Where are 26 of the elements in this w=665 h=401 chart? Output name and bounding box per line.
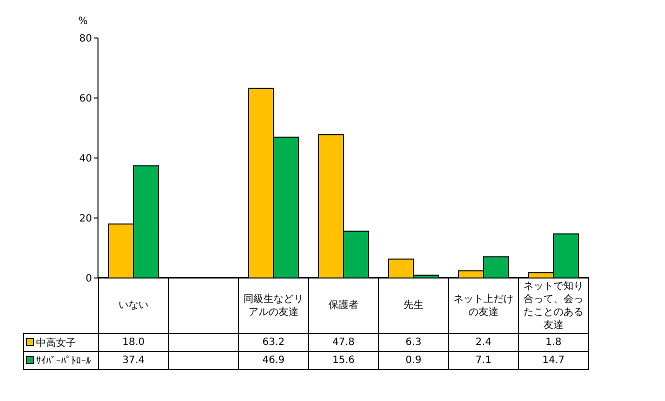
x-tick-label: 保護者: [308, 278, 378, 334]
data-label: 18.0: [98, 334, 168, 352]
data-label: 1.8: [518, 334, 588, 352]
x-tick-label: ネット上だけの友達: [448, 278, 518, 334]
legend-label: 中高女子: [24, 334, 98, 352]
y-tick-label: 40: [79, 154, 92, 165]
x-tick-label: 先生: [378, 278, 448, 334]
y-tick-label: 60: [79, 94, 92, 105]
data-label: 7.1: [448, 352, 518, 370]
data-label: 63.2: [238, 334, 308, 352]
x-tick-label: いない: [98, 278, 168, 334]
x-tick-label: 同級生などリアルの友達: [238, 278, 308, 334]
data-label: 47.8: [308, 334, 378, 352]
data-label: 15.6: [308, 352, 378, 370]
y-axis-title: %: [78, 16, 88, 27]
data-label: 0.9: [378, 352, 448, 370]
data-label: 46.9: [238, 352, 308, 370]
y-tick-label: 0: [86, 274, 92, 285]
data-label: 2.4: [448, 334, 518, 352]
data-label: 37.4: [98, 352, 168, 370]
legend-label: ｻｲﾊﾞｰﾊﾟﾄﾛｰﾙ: [24, 352, 98, 370]
data-label: 6.3: [378, 334, 448, 352]
x-tick-label: ネットで知り合って、会ったことのある友達: [518, 278, 588, 334]
data-label: 14.7: [518, 352, 588, 370]
y-tick-label: 80: [79, 34, 92, 45]
y-tick-label: 20: [79, 214, 92, 225]
